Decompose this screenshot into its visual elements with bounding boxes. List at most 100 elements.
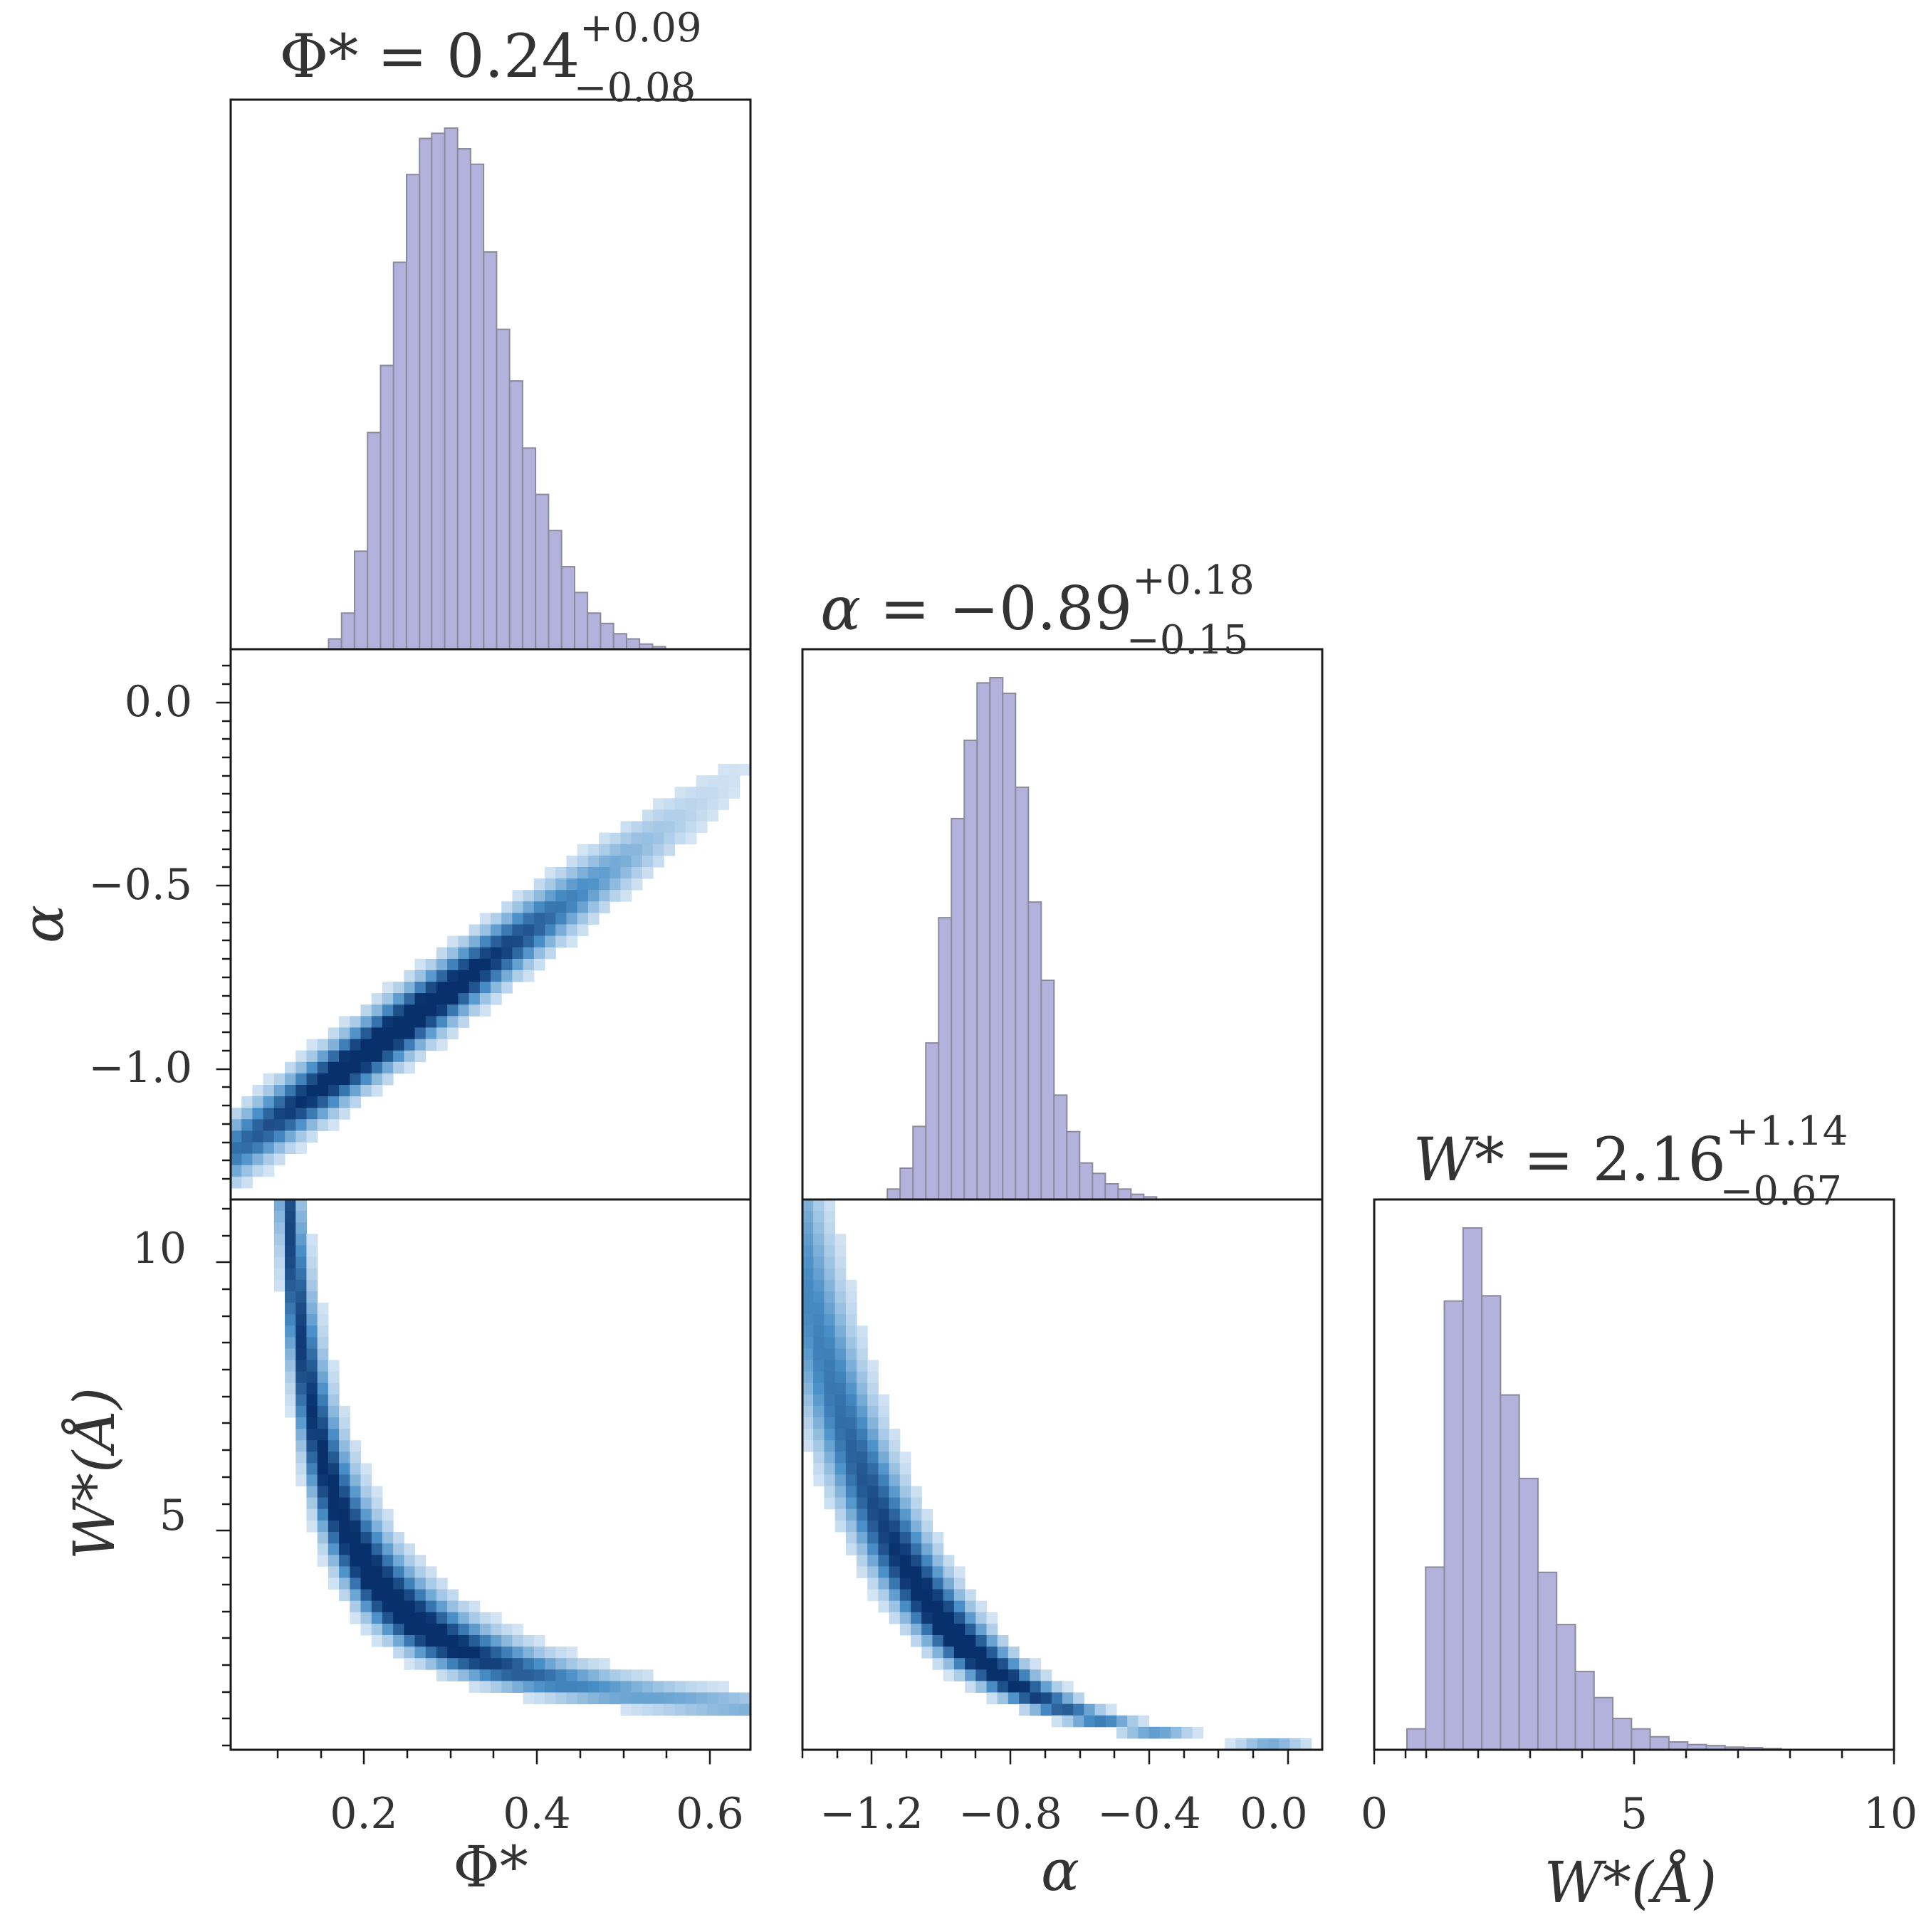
density-cell bbox=[447, 982, 459, 994]
density-cell bbox=[834, 1337, 847, 1349]
density-cell bbox=[317, 1497, 329, 1510]
density-cell bbox=[425, 1634, 437, 1647]
density-cell bbox=[824, 1279, 836, 1292]
density-cell bbox=[317, 1532, 329, 1544]
density-cell bbox=[360, 1612, 372, 1624]
density-cell bbox=[360, 1073, 372, 1086]
density-cell bbox=[653, 809, 664, 822]
density-cell bbox=[339, 1566, 350, 1578]
density-cell bbox=[1138, 1715, 1150, 1728]
density-cell bbox=[878, 1555, 890, 1567]
density-cell bbox=[360, 1600, 372, 1613]
density-cell bbox=[1062, 1703, 1074, 1716]
hist-bar bbox=[1406, 1728, 1427, 1750]
density-cell bbox=[728, 1703, 741, 1716]
density-cell bbox=[295, 1119, 307, 1131]
density-cell bbox=[447, 935, 459, 948]
xlabel-phi: Φ* bbox=[453, 1834, 528, 1900]
density-cell bbox=[566, 1669, 578, 1681]
density-cell bbox=[306, 1417, 318, 1429]
density-cell bbox=[965, 1681, 976, 1693]
density-cell bbox=[1030, 1692, 1042, 1705]
density-cell bbox=[306, 1486, 318, 1498]
density-cell bbox=[339, 1050, 350, 1063]
density-cell bbox=[501, 924, 513, 937]
density-cell bbox=[328, 1532, 340, 1544]
density-cell bbox=[447, 1612, 459, 1624]
density-cell bbox=[371, 1508, 383, 1521]
density-cell bbox=[921, 1589, 933, 1602]
density-cell bbox=[889, 1589, 901, 1602]
density-cell bbox=[824, 1360, 836, 1372]
density-cell bbox=[436, 1634, 448, 1647]
density-cell bbox=[393, 1027, 404, 1040]
density-cell bbox=[1084, 1703, 1096, 1716]
density-cell bbox=[306, 1405, 318, 1418]
density-cell bbox=[932, 1658, 944, 1670]
density-cell bbox=[834, 1508, 847, 1521]
density-cell bbox=[285, 1325, 296, 1338]
density-cell bbox=[566, 1692, 578, 1705]
density-cell bbox=[231, 1108, 242, 1120]
histogram-bars-wstar bbox=[1406, 1227, 1782, 1751]
density-cell bbox=[393, 1016, 404, 1028]
density-cell bbox=[306, 1382, 318, 1395]
ytick-label: 10 bbox=[132, 1224, 187, 1274]
density-cell bbox=[685, 787, 697, 799]
density-cell bbox=[878, 1589, 890, 1602]
density-cell bbox=[393, 982, 404, 994]
density-cell bbox=[339, 1084, 350, 1097]
density-cell bbox=[599, 844, 610, 856]
density-cell bbox=[1030, 1681, 1042, 1693]
density-cell bbox=[350, 1027, 361, 1040]
density-cell bbox=[382, 1050, 394, 1063]
density-cell bbox=[479, 993, 491, 1005]
density-cell bbox=[501, 1669, 513, 1681]
density-cell bbox=[512, 958, 524, 971]
density-cell bbox=[802, 1302, 814, 1315]
ticks-hist-wstar bbox=[1373, 1750, 1895, 1765]
density-cell bbox=[642, 832, 654, 845]
density-cell bbox=[577, 901, 589, 913]
density-cell bbox=[813, 1234, 825, 1246]
density-cell bbox=[523, 1692, 535, 1705]
hist-bar bbox=[912, 1125, 927, 1201]
hist-bar bbox=[1015, 786, 1030, 1201]
hist-bar bbox=[1092, 1172, 1106, 1200]
hist-bar bbox=[419, 137, 434, 650]
density-cell bbox=[802, 1268, 814, 1281]
density-cell bbox=[813, 1382, 825, 1395]
density-cell bbox=[533, 901, 545, 913]
density-cell bbox=[1257, 1738, 1269, 1750]
density-cell bbox=[371, 1486, 383, 1498]
density-cell bbox=[479, 1647, 491, 1659]
density-cell bbox=[867, 1486, 879, 1498]
hist-bar bbox=[496, 328, 511, 650]
title-wstar: W* = 2.16+1.14 −0.67 bbox=[1413, 1108, 1848, 1214]
density-cell bbox=[566, 924, 578, 937]
density-cell bbox=[350, 1566, 361, 1578]
density-cell bbox=[371, 1039, 383, 1051]
density-cell bbox=[921, 1647, 933, 1659]
panel-density-alpha-wstar: −1.2 −0.8 −0.4 0.0 α bbox=[801, 1198, 1324, 1904]
density-cell bbox=[728, 764, 741, 776]
density-cell bbox=[447, 1669, 459, 1681]
density-cell bbox=[382, 1508, 394, 1521]
density-cell bbox=[263, 1096, 275, 1108]
density-cell bbox=[834, 1234, 847, 1246]
hist-bar bbox=[1462, 1227, 1483, 1750]
density-cell bbox=[350, 1451, 361, 1464]
density-cell bbox=[350, 1096, 361, 1108]
density-cell bbox=[317, 1520, 329, 1533]
density-cell bbox=[620, 1703, 632, 1716]
density-cell bbox=[1235, 1738, 1247, 1750]
density-cell bbox=[824, 1497, 836, 1510]
hist-bar bbox=[951, 817, 965, 1201]
density-cell bbox=[231, 1142, 242, 1155]
density-cell bbox=[414, 1612, 427, 1624]
density-cell bbox=[306, 1314, 318, 1326]
density-cell bbox=[339, 1463, 350, 1475]
density-cell bbox=[555, 890, 567, 902]
density-cell bbox=[306, 1508, 318, 1521]
density-cell bbox=[404, 1623, 416, 1636]
